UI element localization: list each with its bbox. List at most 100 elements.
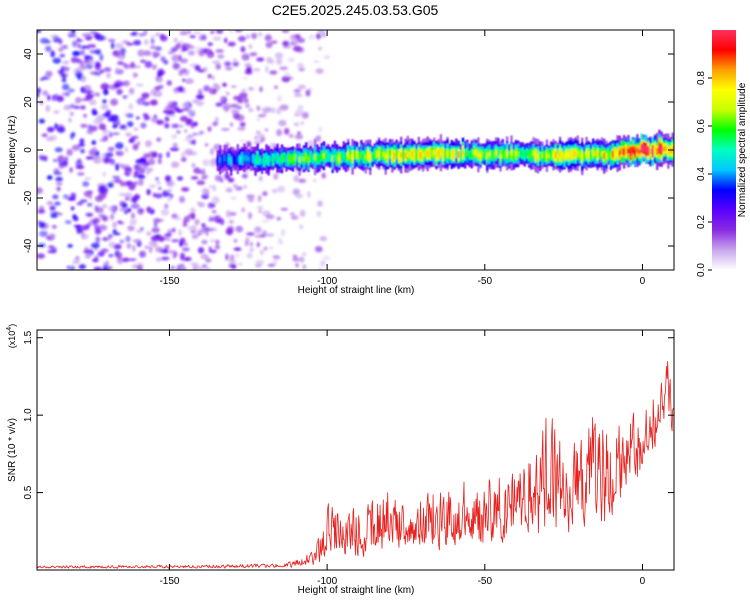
signal-band-cell bbox=[532, 150, 535, 157]
colorbar-scale bbox=[712, 30, 736, 270]
noise-speck bbox=[243, 98, 249, 104]
noise-speck bbox=[166, 250, 176, 254]
noise-speck bbox=[118, 208, 128, 212]
noise-speck bbox=[308, 34, 315, 40]
noise-speck bbox=[103, 88, 109, 96]
noise-speck bbox=[157, 158, 162, 165]
noise-speck bbox=[54, 147, 63, 153]
noise-speck bbox=[257, 114, 267, 118]
signal-band-cell bbox=[481, 150, 484, 158]
noise-speck bbox=[103, 67, 112, 73]
signal-band-cell bbox=[545, 152, 549, 159]
noise-speck bbox=[74, 105, 80, 110]
noise-speck bbox=[145, 140, 152, 148]
noise-speck bbox=[275, 172, 280, 176]
noise-speck bbox=[201, 187, 208, 195]
noise-speck bbox=[190, 212, 196, 220]
noise-speck bbox=[290, 215, 299, 220]
noise-speck bbox=[93, 32, 101, 40]
noise-speck bbox=[293, 122, 300, 127]
noise-speck bbox=[246, 141, 252, 148]
signal-band-cell bbox=[629, 150, 632, 157]
signal-band-cell bbox=[547, 153, 551, 159]
noise-speck bbox=[224, 37, 228, 43]
noise-speck bbox=[137, 174, 146, 179]
noise-speck bbox=[68, 34, 77, 38]
noise-speck bbox=[265, 65, 269, 74]
noise-speck bbox=[231, 108, 240, 115]
noise-speck bbox=[292, 254, 297, 258]
noise-speck bbox=[85, 156, 95, 160]
noise-speck bbox=[164, 123, 170, 129]
signal-band-cell bbox=[614, 150, 617, 158]
signal-band-cell bbox=[271, 156, 275, 163]
noise-speck bbox=[181, 187, 190, 192]
signal-band-cell bbox=[294, 154, 297, 161]
noise-speck bbox=[271, 189, 278, 193]
signal-band-cell bbox=[333, 152, 337, 158]
noise-speck bbox=[134, 170, 138, 177]
signal-band-cell bbox=[519, 150, 522, 156]
noise-speck bbox=[215, 239, 220, 245]
signal-band-cell bbox=[243, 155, 246, 161]
noise-speck bbox=[76, 202, 84, 206]
signal-band-cell bbox=[583, 153, 586, 160]
signal-band-cell bbox=[464, 152, 467, 158]
signal-band-cell bbox=[543, 153, 546, 160]
signal-band-cell bbox=[313, 154, 317, 160]
signal-band-cell bbox=[358, 155, 361, 160]
noise-speck bbox=[246, 252, 253, 259]
noise-speck bbox=[239, 139, 247, 143]
noise-speck bbox=[217, 54, 225, 59]
noise-speck bbox=[190, 207, 196, 214]
signal-band-cell bbox=[342, 152, 345, 159]
signal-band-cell bbox=[483, 151, 487, 158]
signal-band-cell bbox=[221, 158, 224, 164]
noise-speck bbox=[155, 32, 160, 37]
signal-band-cell bbox=[402, 151, 405, 159]
noise-speck bbox=[257, 195, 262, 203]
signal-band-cell bbox=[472, 150, 476, 155]
noise-speck bbox=[140, 227, 144, 230]
noise-speck bbox=[246, 232, 255, 236]
noise-speck bbox=[62, 73, 67, 80]
noise-speck bbox=[126, 208, 132, 213]
noise-speck bbox=[172, 254, 177, 259]
noise-speck bbox=[215, 102, 223, 107]
noise-speck bbox=[191, 234, 199, 240]
signal-band-cell bbox=[508, 153, 511, 160]
noise-speck bbox=[93, 159, 102, 164]
noise-speck bbox=[302, 264, 307, 270]
noise-speck bbox=[108, 241, 116, 248]
noise-speck bbox=[93, 118, 102, 125]
noise-speck bbox=[276, 216, 282, 221]
signal-band-cell bbox=[667, 147, 670, 155]
signal-band-cell bbox=[338, 155, 341, 162]
noise-speck bbox=[318, 46, 322, 51]
noise-speck bbox=[245, 103, 250, 108]
noise-speck bbox=[110, 159, 116, 166]
noise-speck bbox=[53, 110, 60, 114]
noise-speck bbox=[224, 61, 232, 67]
noise-speck bbox=[156, 218, 164, 223]
noise-speck bbox=[301, 111, 309, 119]
noise-speck bbox=[192, 99, 199, 104]
noise-speck bbox=[265, 41, 273, 49]
noise-speck bbox=[197, 247, 205, 254]
noise-speck bbox=[305, 89, 311, 97]
noise-speck bbox=[41, 133, 48, 137]
noise-speck bbox=[78, 143, 85, 147]
noise-speck bbox=[112, 50, 121, 57]
signal-band-cell bbox=[263, 157, 266, 164]
noise-speck bbox=[205, 229, 209, 236]
signal-band-cell bbox=[492, 152, 496, 158]
signal-band-cell bbox=[309, 154, 312, 160]
noise-speck bbox=[75, 226, 82, 231]
noise-speck bbox=[123, 63, 128, 67]
noise-speck bbox=[211, 196, 220, 204]
signal-band-cell bbox=[561, 152, 564, 160]
noise-speck bbox=[259, 86, 263, 93]
noise-speck bbox=[221, 128, 230, 131]
noise-speck bbox=[201, 168, 206, 176]
noise-speck bbox=[317, 30, 325, 33]
